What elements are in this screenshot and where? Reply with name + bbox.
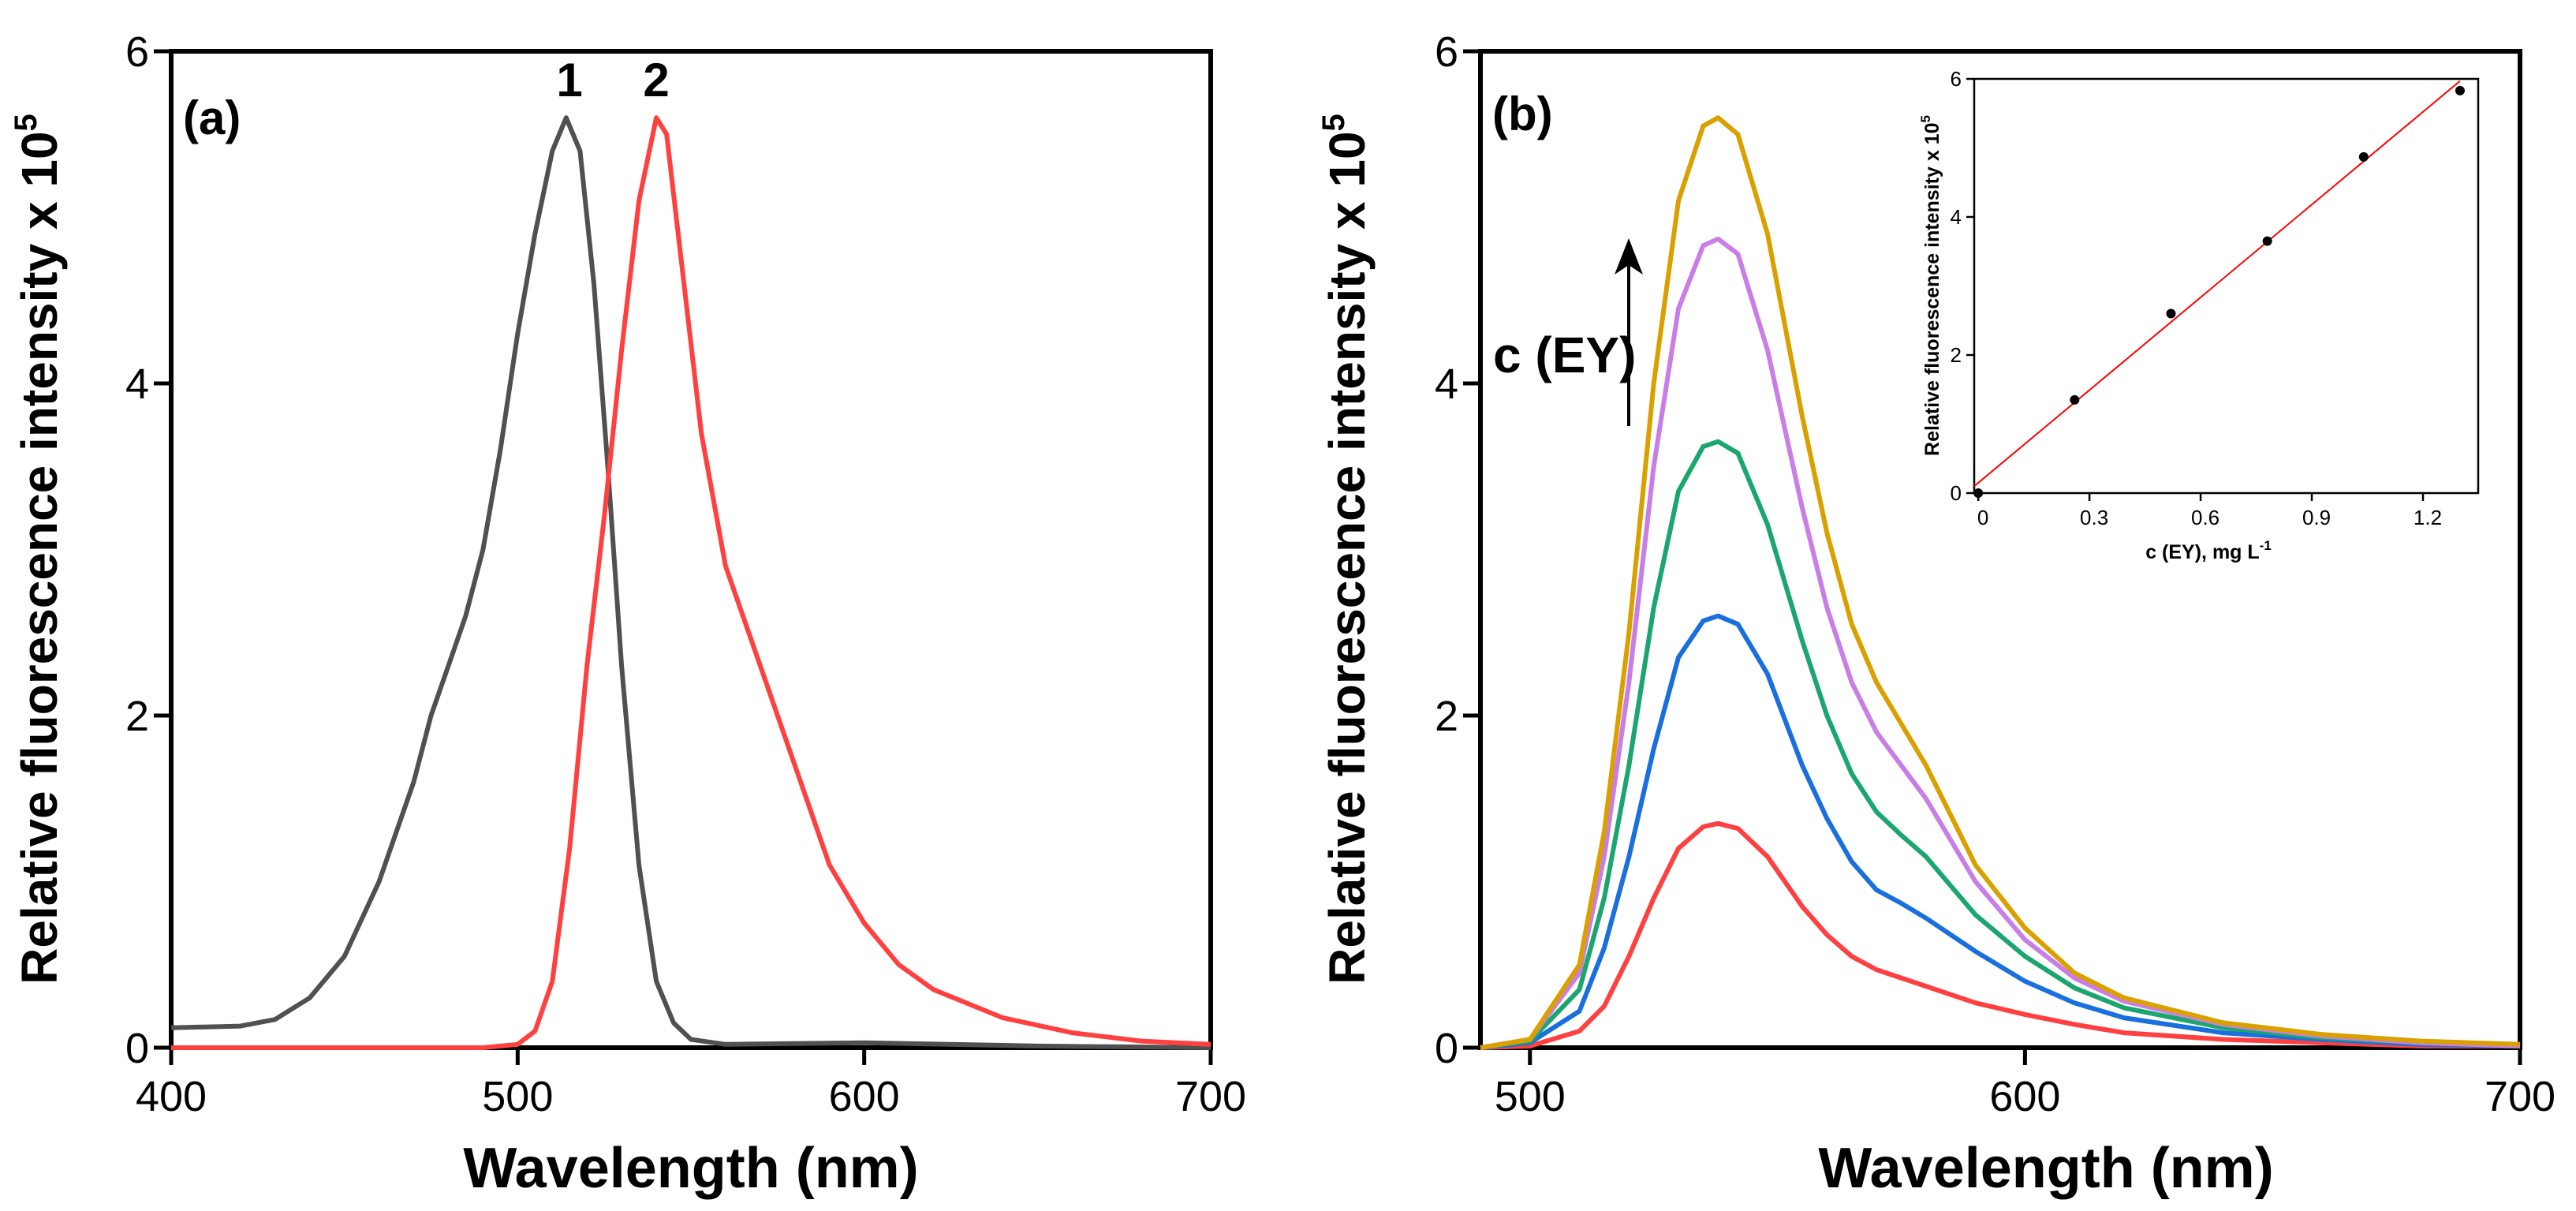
x-tick-label: 600 (829, 1073, 900, 1120)
y-tick-label: 4 (125, 361, 149, 408)
panel-a-x-title: Wavelength (nm) (463, 1137, 918, 1200)
data-point (2455, 85, 2465, 95)
x-tick-label: 0.9 (2302, 506, 2331, 529)
panel-b-frame (1478, 49, 2522, 1050)
y-tick-label: 6 (1435, 28, 1458, 76)
y-tick-label: 6 (125, 28, 149, 76)
x-tick-label: 0 (1977, 506, 1988, 529)
panel-a-y-title-text: Relative fluorescence intensity x 10 (11, 131, 68, 984)
data-point (1973, 488, 1984, 498)
inset-frame (1973, 77, 2480, 495)
y-tick-label: 0 (125, 1025, 149, 1072)
y-tick-label: 0 (1435, 1025, 1458, 1072)
inset-y-title: Relative fluorescence intensity x 105 (1918, 115, 1943, 456)
y-tick-label: 4 (1435, 361, 1458, 408)
concentration-arrow-label: c (EY) (1493, 327, 1636, 383)
panel-b-y-title-sup: 5 (1316, 114, 1351, 131)
panel-b-y-title-text: Relative fluorescence intensity x 10 (1319, 131, 1376, 984)
panel-a-frame (169, 49, 1213, 1050)
y-tick-label: 2 (1435, 693, 1458, 740)
panel-b-label: (b) (1492, 88, 1553, 140)
peak-label-1: 1 (556, 54, 582, 107)
inset-ticks: 0 0.3 0.6 0.9 1.2 0 2 4 6 (1951, 67, 2443, 529)
inset-chart: 0 0.3 0.6 0.9 1.2 0 2 4 6 c (EY), mg L-1 Relativ… (1918, 67, 2480, 563)
spectrum-line-c4 (1480, 236, 2521, 1050)
x-tick-label: 0.6 (2191, 506, 2219, 529)
spectrum-line-c2 (1480, 613, 2521, 1050)
peak-label-2: 2 (643, 54, 669, 107)
spectrum-line-c5 (1480, 115, 2521, 1050)
data-point (2070, 394, 2080, 405)
y-tick-label: 4 (1951, 205, 1962, 229)
panel-b-y-title: Relative fluorescence intensity x 105 (1316, 114, 1376, 985)
panel-a-y-title-sup: 5 (9, 114, 43, 131)
x-tick-label: 600 (1989, 1073, 2060, 1120)
panel-a-series (170, 115, 1211, 1050)
x-tick-label: 400 (136, 1073, 207, 1120)
inset-marks (1973, 80, 2465, 498)
panel-a-ticks: 400 500 600 700 0 2 4 6 (125, 28, 1246, 1120)
spectrum-line-1 (170, 115, 1211, 1050)
data-point (2262, 236, 2272, 246)
inset-x-title-sup: -1 (2260, 538, 2272, 553)
panel-a-label: (a) (183, 92, 241, 144)
spectrum-line-2 (171, 115, 1211, 1050)
panel-a: 400 500 600 700 0 2 4 6 (a) 1 2 Wavelength (nm)… (9, 28, 1246, 1200)
fit-line (1973, 80, 2461, 488)
y-tick-label: 2 (1951, 343, 1962, 367)
inset-y-title-sup: 5 (1918, 115, 1933, 122)
data-point (2358, 151, 2369, 162)
x-tick-label: 500 (482, 1073, 553, 1120)
spectrum-line-c1 (1480, 820, 2520, 1050)
x-tick-label: 1.2 (2414, 506, 2442, 529)
panel-a-y-title: Relative fluorescence intensity x 105 (9, 114, 68, 985)
panel-b-x-title: Wavelength (nm) (1818, 1137, 2273, 1200)
increase-arrow-icon (1615, 238, 1643, 426)
inset-x-title: c (EY), mg L-1 (2145, 538, 2272, 563)
x-tick-label: 700 (1175, 1073, 1246, 1120)
inset-x-title-text: c (EY), mg L (2145, 541, 2259, 563)
y-tick-label: 6 (1951, 67, 1962, 91)
data-point (2166, 308, 2176, 319)
spectrum-line-c3 (1480, 439, 2521, 1050)
x-tick-label: 0.3 (2080, 506, 2108, 529)
panel-b-series (1480, 115, 2521, 1050)
x-tick-label: 700 (2485, 1073, 2555, 1120)
x-tick-label: 500 (1495, 1073, 1566, 1120)
inset-y-title-text: Relative fluorescence intensity x 10 (1921, 123, 1943, 456)
y-tick-label: 0 (1951, 481, 1962, 505)
y-tick-label: 2 (125, 693, 149, 740)
